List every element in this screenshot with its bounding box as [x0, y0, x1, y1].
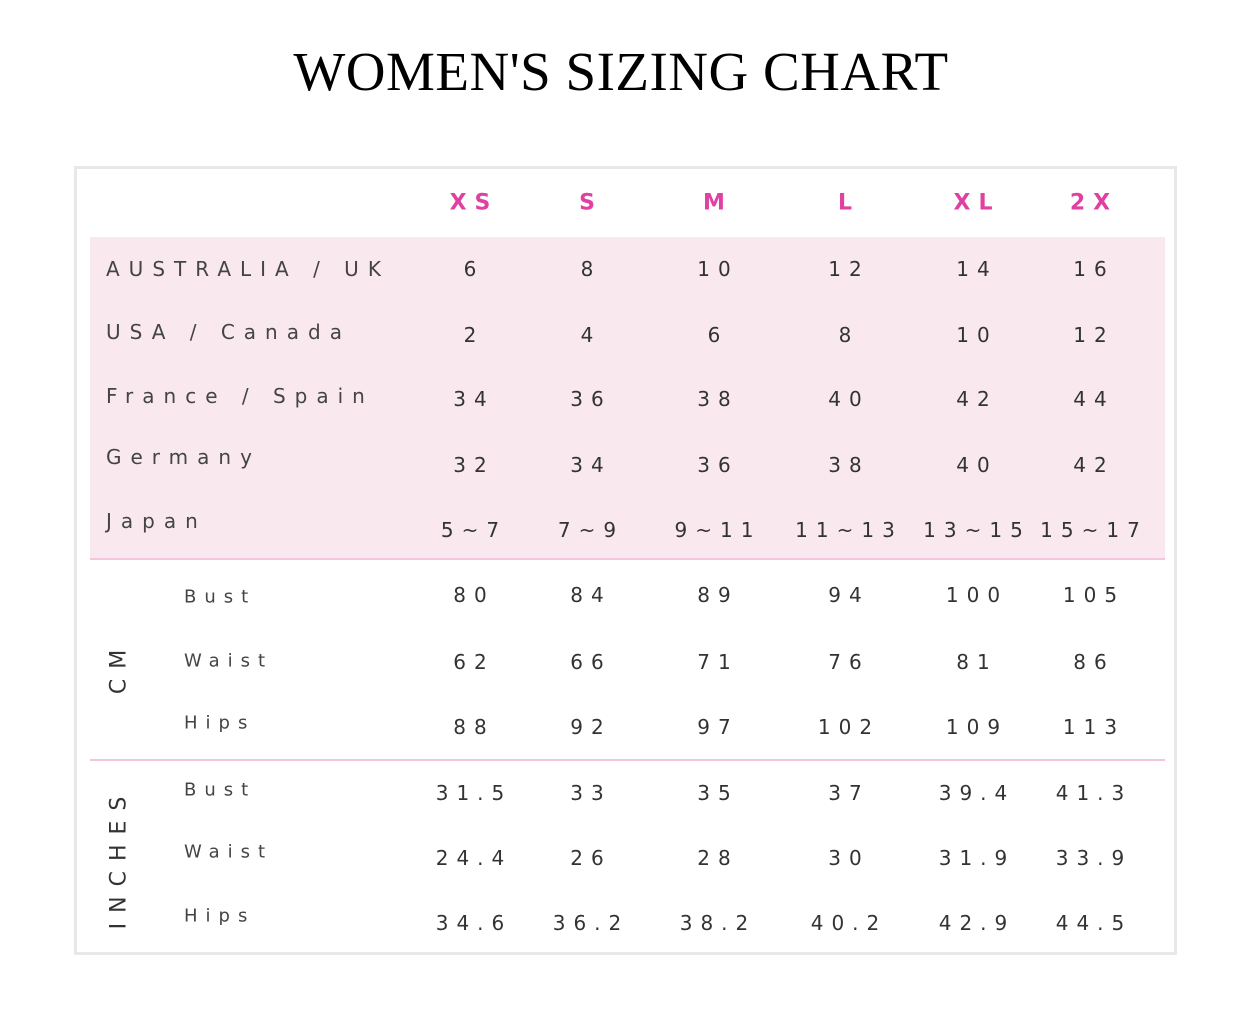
table-cell: 32: [453, 453, 495, 477]
table-cell: 38.2: [679, 911, 757, 935]
measurement-label: Hips: [184, 712, 256, 734]
table-cell: 13~15: [923, 518, 1031, 542]
size-header-2x: 2X: [1069, 190, 1119, 216]
table-cell: 8: [838, 323, 860, 347]
region-label: Germany: [106, 445, 261, 469]
divider-inches: [90, 759, 1165, 761]
table-cell: 105: [1062, 583, 1126, 607]
table-cell: 28: [697, 846, 739, 870]
table-cell: 33: [570, 781, 612, 805]
table-cell: 34.6: [435, 911, 513, 935]
table-cell: 37: [828, 781, 870, 805]
table-cell: 40: [828, 387, 870, 411]
page-title: WOMEN'S SIZING CHART: [293, 41, 949, 102]
cm-section-label: CM: [106, 639, 132, 695]
table-cell: 9~11: [674, 518, 762, 542]
table-cell: 36.2: [552, 911, 630, 935]
table-cell: 30: [828, 846, 870, 870]
table-cell: 6: [463, 257, 485, 281]
table-cell: 102: [817, 715, 881, 739]
region-label: AUSTRALIA / UK: [106, 257, 390, 281]
region-label: France / Spain: [106, 384, 374, 408]
table-cell: 38: [697, 387, 739, 411]
measurement-label: Bust: [184, 586, 257, 608]
table-cell: 89: [697, 583, 739, 607]
table-cell: 109: [945, 715, 1009, 739]
table-cell: 34: [570, 453, 612, 477]
table-cell: 11~13: [795, 518, 903, 542]
table-cell: 40.2: [810, 911, 888, 935]
table-cell: 80: [453, 583, 495, 607]
table-cell: 24.4: [435, 846, 513, 870]
table-cell: 86: [1073, 650, 1115, 674]
size-header-s: S: [579, 190, 603, 216]
table-cell: 100: [945, 583, 1009, 607]
table-cell: 38: [828, 453, 870, 477]
table-cell: 35: [697, 781, 739, 805]
table-cell: 16: [1073, 257, 1115, 281]
table-cell: 31.5: [435, 781, 513, 805]
table-cell: 10: [956, 323, 998, 347]
table-cell: 6: [707, 323, 729, 347]
table-cell: 7~9: [557, 518, 625, 542]
measurement-label: Hips: [184, 905, 256, 927]
inches-section-label: INCHES: [106, 786, 132, 930]
table-cell: 31.9: [938, 846, 1016, 870]
table-cell: 36: [570, 387, 612, 411]
divider-cm: [90, 558, 1165, 560]
region-label: Japan: [106, 509, 207, 533]
measurement-label: Waist: [184, 650, 274, 672]
table-cell: 71: [697, 650, 739, 674]
table-cell: 42.9: [938, 911, 1016, 935]
table-cell: 44.5: [1055, 911, 1133, 935]
table-cell: 2: [463, 323, 485, 347]
table-cell: 66: [570, 650, 612, 674]
table-cell: 92: [570, 715, 612, 739]
table-cell: 34: [453, 387, 495, 411]
table-cell: 42: [1073, 453, 1115, 477]
table-cell: 88: [453, 715, 495, 739]
table-cell: 97: [697, 715, 739, 739]
table-cell: 14: [956, 257, 998, 281]
table-cell: 4: [580, 323, 602, 347]
table-cell: 41.3: [1055, 781, 1133, 805]
size-header-xs: XS: [449, 190, 499, 216]
table-cell: 36: [697, 453, 739, 477]
size-header-l: L: [837, 190, 861, 216]
measurement-label: Waist: [184, 841, 274, 863]
table-cell: 84: [570, 583, 612, 607]
measurement-label: Bust: [184, 779, 257, 801]
table-cell: 81: [956, 650, 998, 674]
table-cell: 12: [828, 257, 870, 281]
country-size-band: [90, 237, 1165, 559]
table-cell: 76: [828, 650, 870, 674]
size-header-xl: XL: [953, 190, 1001, 216]
table-cell: 40: [956, 453, 998, 477]
table-cell: 26: [570, 846, 612, 870]
table-cell: 42: [956, 387, 998, 411]
table-cell: 5~7: [440, 518, 508, 542]
table-cell: 8: [580, 257, 602, 281]
sizing-table: XS S M L XL 2X AUSTRALIA / UK 6 8 10 12 …: [74, 166, 1177, 955]
table-cell: 10: [697, 257, 739, 281]
table-cell: 44: [1073, 387, 1115, 411]
table-cell: 94: [828, 583, 870, 607]
table-cell: 62: [453, 650, 495, 674]
table-cell: 15~17: [1040, 518, 1148, 542]
table-cell: 39.4: [938, 781, 1016, 805]
table-cell: 33.9: [1055, 846, 1133, 870]
size-header-m: M: [703, 190, 733, 216]
table-cell: 113: [1062, 715, 1126, 739]
region-label: USA / Canada: [106, 320, 351, 344]
table-cell: 12: [1073, 323, 1115, 347]
